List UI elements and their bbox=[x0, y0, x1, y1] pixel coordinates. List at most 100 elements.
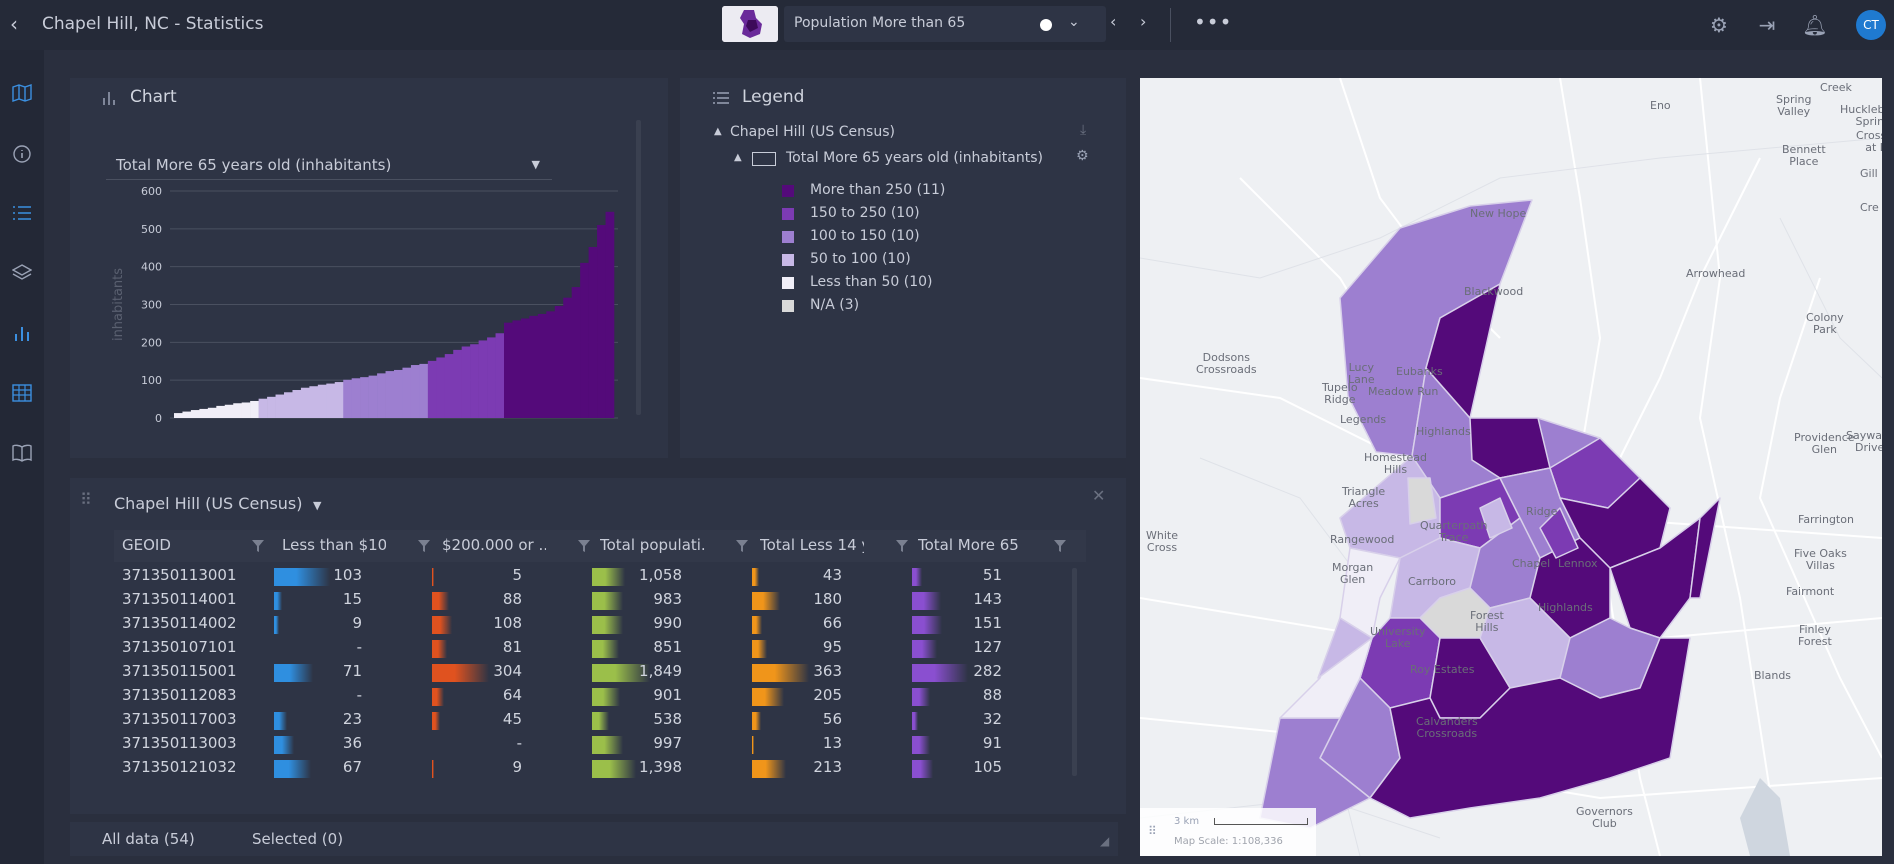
chart-bar[interactable] bbox=[199, 408, 209, 418]
layer-thumbnail[interactable] bbox=[722, 6, 778, 42]
chart-bar[interactable] bbox=[580, 262, 589, 418]
table-cell[interactable]: 1,849 bbox=[639, 662, 682, 680]
download-icon[interactable]: ⤓ bbox=[1080, 122, 1087, 138]
column-header[interactable]: Total populati... bbox=[600, 536, 706, 554]
chart-bar[interactable] bbox=[529, 315, 539, 418]
more-options-icon[interactable]: ••• bbox=[1194, 10, 1233, 34]
table-cell[interactable]: 9 bbox=[512, 758, 522, 776]
chart-bar[interactable] bbox=[495, 333, 505, 418]
chart-bar[interactable] bbox=[410, 365, 420, 418]
geoid-cell[interactable]: 371350107101 bbox=[122, 638, 237, 656]
chart-bar[interactable] bbox=[250, 400, 259, 418]
layer-visibility-toggle[interactable] bbox=[1040, 19, 1052, 31]
chart-bar[interactable] bbox=[233, 403, 242, 418]
table-cell[interactable]: 1,398 bbox=[639, 758, 682, 776]
chart-bar[interactable] bbox=[267, 396, 276, 418]
tab-selected[interactable]: Selected (0) bbox=[252, 830, 344, 848]
tab-all-data[interactable]: All data (54) bbox=[102, 830, 195, 848]
table-cell[interactable]: 108 bbox=[493, 614, 522, 632]
chart-bar[interactable] bbox=[174, 413, 183, 418]
avatar[interactable]: CT bbox=[1856, 10, 1886, 40]
chart-bar[interactable] bbox=[309, 386, 319, 418]
collapse-triangle-icon[interactable]: ▲ bbox=[734, 152, 742, 163]
table-cell[interactable]: - bbox=[356, 638, 362, 656]
chart-bar[interactable] bbox=[402, 367, 412, 418]
chart-bar[interactable] bbox=[563, 297, 572, 418]
table-cell[interactable]: 45 bbox=[502, 710, 522, 728]
close-icon[interactable]: ✕ bbox=[1092, 486, 1106, 505]
drag-handle-icon[interactable]: ⠿ bbox=[80, 490, 92, 509]
chevron-down-icon[interactable]: ⌄ bbox=[1068, 14, 1080, 30]
map-canvas[interactable] bbox=[1140, 78, 1882, 856]
book-icon[interactable] bbox=[10, 444, 34, 468]
table-cell[interactable]: 901 bbox=[653, 686, 682, 704]
table-cell[interactable]: 43 bbox=[822, 566, 842, 584]
chart-bar[interactable] bbox=[241, 402, 251, 418]
table-cell[interactable]: 88 bbox=[502, 590, 522, 608]
table-cell[interactable]: 64 bbox=[502, 686, 522, 704]
chart-bar[interactable] bbox=[427, 360, 437, 418]
filter-icon[interactable] bbox=[736, 540, 748, 552]
back-arrow-icon[interactable]: ‹ bbox=[10, 12, 18, 36]
table-cell[interactable]: 143 bbox=[973, 590, 1002, 608]
table-cell[interactable]: 180 bbox=[813, 590, 842, 608]
chart-bar[interactable] bbox=[453, 349, 462, 418]
chart-bar[interactable] bbox=[470, 344, 479, 418]
previous-arrow-icon[interactable]: ‹ bbox=[1110, 12, 1117, 31]
collapse-triangle-icon[interactable]: ▲ bbox=[714, 126, 722, 137]
chart-bar[interactable] bbox=[258, 398, 268, 418]
filter-icon[interactable] bbox=[578, 540, 590, 552]
table-cell[interactable]: 23 bbox=[342, 710, 362, 728]
filter-icon[interactable] bbox=[896, 540, 908, 552]
chart-icon[interactable] bbox=[10, 324, 34, 348]
geoid-cell[interactable]: 371350113003 bbox=[122, 734, 237, 752]
table-cell[interactable]: 5 bbox=[512, 566, 522, 584]
table-cell[interactable]: 983 bbox=[653, 590, 682, 608]
chart-bar[interactable] bbox=[597, 225, 606, 418]
chart-bar[interactable] bbox=[478, 340, 488, 418]
info-icon[interactable] bbox=[10, 144, 34, 168]
chart-bar[interactable] bbox=[224, 404, 234, 418]
chart-bar[interactable] bbox=[182, 411, 192, 418]
table-cell[interactable]: 88 bbox=[982, 686, 1002, 704]
layer-selector[interactable]: Population More than 65 ⌄ bbox=[784, 6, 1106, 42]
table-cell[interactable]: 205 bbox=[813, 686, 842, 704]
table-cell[interactable]: 91 bbox=[982, 734, 1002, 752]
geoid-cell[interactable]: 371350117003 bbox=[122, 710, 237, 728]
table-cell[interactable]: 81 bbox=[502, 638, 522, 656]
table-cell[interactable]: 36 bbox=[342, 734, 362, 752]
chart-bar[interactable] bbox=[444, 354, 454, 418]
table-cell[interactable]: - bbox=[356, 686, 362, 704]
layers-icon[interactable] bbox=[10, 264, 34, 288]
column-header[interactable]: Total More 65 ... bbox=[918, 536, 1022, 554]
chart-bar[interactable] bbox=[571, 287, 581, 418]
chart-bar[interactable] bbox=[326, 383, 336, 418]
chart-variable-selector[interactable]: Total More 65 years old (inhabitants) ▼ bbox=[106, 150, 552, 180]
column-header[interactable]: $200.000 or ... bbox=[442, 536, 546, 554]
chart-bar[interactable] bbox=[605, 211, 615, 418]
list-icon[interactable] bbox=[10, 204, 34, 228]
chart-bar[interactable] bbox=[512, 320, 522, 418]
chart-bar[interactable] bbox=[300, 387, 310, 418]
column-header[interactable]: GEOID bbox=[122, 536, 171, 554]
table-icon[interactable] bbox=[10, 384, 34, 408]
chart-bar[interactable] bbox=[284, 392, 293, 418]
table-cell[interactable]: 56 bbox=[822, 710, 842, 728]
table-cell[interactable]: 15 bbox=[342, 590, 362, 608]
table-cell[interactable]: 304 bbox=[493, 662, 522, 680]
geoid-cell[interactable]: 371350114002 bbox=[122, 614, 237, 632]
table-cell[interactable]: 105 bbox=[973, 758, 1002, 776]
gear-icon[interactable]: ⚙ bbox=[1076, 148, 1089, 164]
table-cell[interactable]: 851 bbox=[653, 638, 682, 656]
geoid-cell[interactable]: 371350112083 bbox=[122, 686, 237, 704]
chart-bar[interactable] bbox=[419, 363, 429, 418]
chart-bar[interactable] bbox=[436, 357, 446, 418]
next-arrow-icon[interactable]: › bbox=[1140, 12, 1147, 31]
chart-bar[interactable] bbox=[554, 306, 564, 418]
table-source-selector[interactable]: Chapel Hill (US Census) ▼ bbox=[114, 494, 321, 513]
chart-bar[interactable] bbox=[504, 322, 513, 418]
column-header[interactable]: Total Less 14 y... bbox=[760, 536, 864, 554]
geoid-cell[interactable]: 371350113001 bbox=[122, 566, 237, 584]
chart-bar[interactable] bbox=[588, 246, 598, 418]
